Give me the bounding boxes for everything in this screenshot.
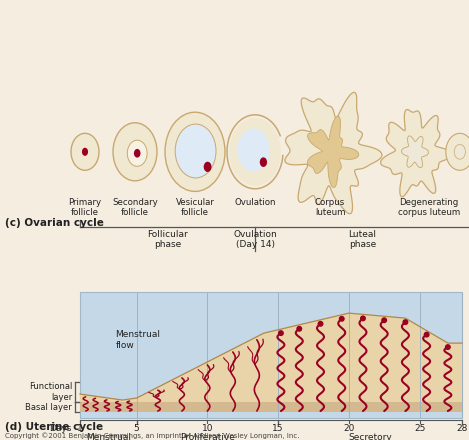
- Text: Follicular
phase: Follicular phase: [147, 230, 188, 249]
- Text: 10: 10: [202, 424, 213, 433]
- Circle shape: [237, 128, 270, 172]
- Text: (d) Uterine cycle: (d) Uterine cycle: [5, 422, 103, 432]
- Circle shape: [71, 133, 99, 170]
- Circle shape: [318, 321, 324, 327]
- Circle shape: [446, 133, 469, 170]
- Circle shape: [402, 319, 408, 325]
- Text: 25: 25: [414, 424, 425, 433]
- Circle shape: [339, 316, 345, 322]
- Text: Secretory
phase: Secretory phase: [348, 433, 392, 440]
- Circle shape: [260, 158, 267, 167]
- Text: Corpus
luteum: Corpus luteum: [315, 198, 345, 217]
- Text: Menstrual
phase: Menstrual phase: [86, 433, 131, 440]
- Circle shape: [134, 149, 141, 158]
- Text: (c) Ovarian cycle: (c) Ovarian cycle: [5, 218, 104, 228]
- Text: 28: 28: [456, 424, 468, 433]
- Circle shape: [113, 123, 157, 181]
- Circle shape: [381, 317, 387, 323]
- Circle shape: [278, 330, 284, 336]
- Circle shape: [360, 315, 366, 321]
- Text: 1: 1: [77, 424, 83, 433]
- Text: Primary
follicle: Primary follicle: [68, 198, 102, 217]
- Circle shape: [127, 140, 147, 166]
- Circle shape: [204, 161, 212, 172]
- Text: Luteal
phase: Luteal phase: [348, 230, 377, 249]
- Text: Degenerating
corpus luteum: Degenerating corpus luteum: [398, 198, 460, 217]
- Text: Copyright ©2001 Benjamin Cummings, an imprint of Addison Wesley Longman, Inc.: Copyright ©2001 Benjamin Cummings, an im…: [5, 432, 300, 439]
- Text: Secondary
follicle: Secondary follicle: [112, 198, 158, 217]
- Text: Days: Days: [50, 424, 72, 433]
- Circle shape: [454, 144, 465, 159]
- Circle shape: [175, 124, 216, 178]
- Polygon shape: [381, 110, 451, 197]
- Text: Ovulation: Ovulation: [234, 198, 276, 207]
- Circle shape: [424, 332, 430, 337]
- Text: Vesicular
follicle: Vesicular follicle: [175, 198, 214, 217]
- Circle shape: [296, 326, 303, 332]
- Polygon shape: [308, 116, 359, 187]
- Text: 15: 15: [272, 424, 284, 433]
- Text: Functional
layer: Functional layer: [29, 382, 72, 402]
- Text: Proliferative
phase: Proliferative phase: [180, 433, 235, 440]
- Polygon shape: [401, 136, 428, 168]
- Bar: [80, 292, 462, 418]
- Circle shape: [165, 112, 225, 191]
- Text: Ovulation
(Day 14): Ovulation (Day 14): [233, 230, 277, 249]
- Circle shape: [229, 118, 281, 186]
- Polygon shape: [285, 92, 382, 214]
- Circle shape: [445, 344, 451, 350]
- Circle shape: [82, 148, 88, 156]
- Text: 20: 20: [343, 424, 355, 433]
- Text: Menstrual
flow: Menstrual flow: [115, 330, 160, 349]
- Text: Basal layer: Basal layer: [25, 403, 72, 411]
- Text: 5: 5: [134, 424, 139, 433]
